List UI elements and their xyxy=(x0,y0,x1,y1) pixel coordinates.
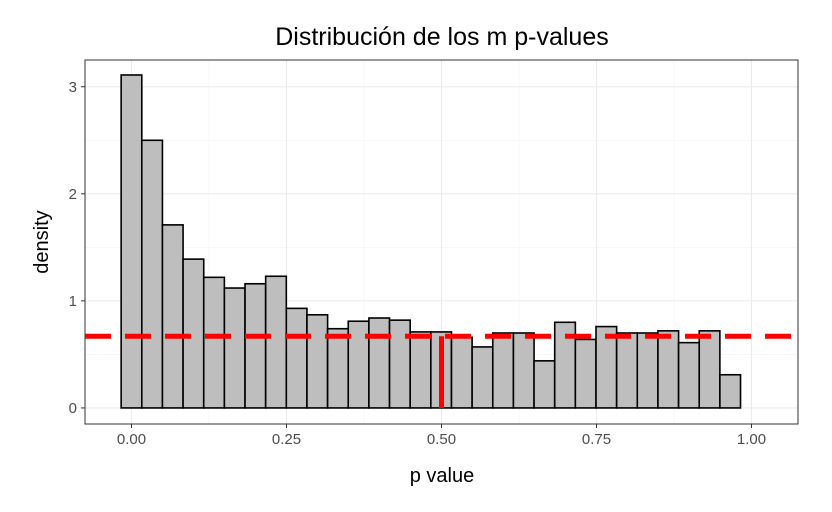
histogram-bar xyxy=(264,275,288,409)
histogram-bar xyxy=(719,373,742,409)
reference-lines xyxy=(85,333,798,408)
y-tick-label: 2 xyxy=(69,186,77,203)
x-axis: 0.00 0.25 0.50 0.75 1.00 xyxy=(117,424,766,448)
histogram-bar xyxy=(285,307,308,409)
x-tick-label: 0.50 xyxy=(427,431,456,448)
histogram-bar xyxy=(533,360,556,409)
x-tick-label: 0.75 xyxy=(582,431,611,448)
x-tick-label: 1.00 xyxy=(737,431,766,448)
histogram-bar xyxy=(120,74,143,409)
histogram-bar xyxy=(491,332,515,409)
x-tick-label: 0.00 xyxy=(117,431,146,448)
histogram-bar xyxy=(202,276,226,409)
y-axis-title: density xyxy=(31,210,53,273)
histogram-bar xyxy=(636,332,659,409)
histogram-bars xyxy=(120,74,742,409)
y-tick-label: 3 xyxy=(69,79,77,96)
histogram-bar xyxy=(182,258,205,409)
chart-title: Distribución de los m p-values xyxy=(275,23,608,51)
y-axis: 0 1 2 3 xyxy=(69,79,85,417)
histogram-bar xyxy=(471,346,494,409)
histogram-bar xyxy=(409,331,432,409)
histogram-bar xyxy=(512,332,535,409)
histogram-bar xyxy=(140,139,164,409)
histogram-bar xyxy=(368,317,391,409)
histogram-bar xyxy=(326,327,350,409)
histogram-bar xyxy=(244,282,267,409)
histogram-bar xyxy=(677,341,701,409)
histogram-bar xyxy=(161,224,184,409)
histogram-bar xyxy=(698,330,721,409)
histogram-bar xyxy=(595,325,618,409)
x-tick-label: 0.25 xyxy=(272,431,301,448)
histogram-bar xyxy=(657,330,680,409)
x-axis-title: p value xyxy=(410,465,475,487)
histogram-bar xyxy=(306,313,329,409)
histogram-bar xyxy=(223,287,246,409)
histogram-bar xyxy=(574,338,597,409)
histogram-bar xyxy=(388,319,411,409)
histogram-bar xyxy=(615,332,639,409)
y-tick-label: 0 xyxy=(69,400,77,417)
histogram-bar xyxy=(450,336,473,409)
y-tick-label: 1 xyxy=(69,293,77,310)
